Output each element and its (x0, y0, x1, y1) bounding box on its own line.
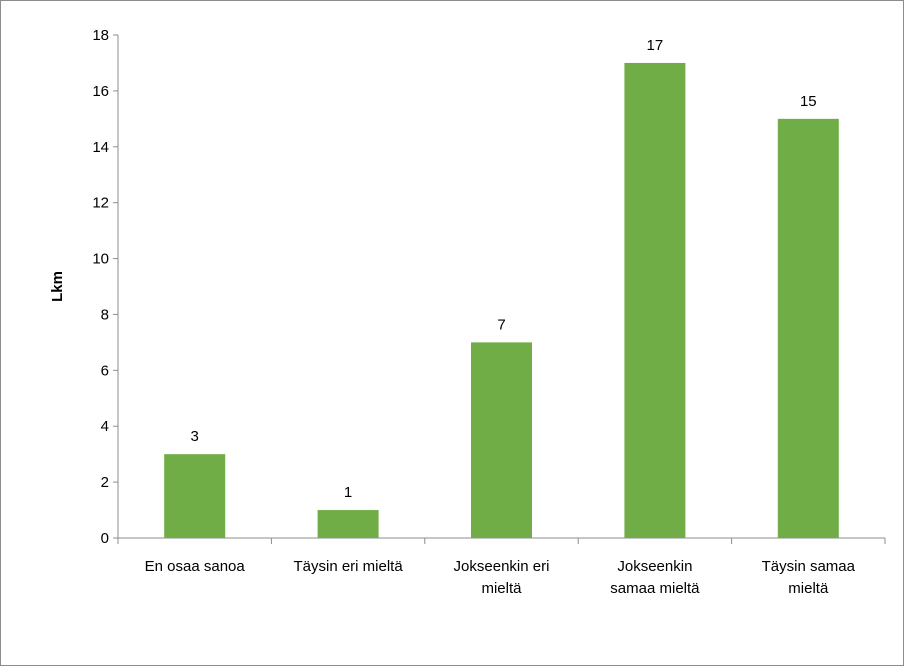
bars (164, 62, 839, 538)
category-label: mieltä (481, 580, 522, 597)
category-label: mieltä (788, 580, 829, 597)
y-tick-label: 0 (101, 530, 109, 547)
bar (164, 454, 226, 538)
y-tick-label: 16 (92, 83, 109, 100)
y-tick-label: 6 (101, 362, 109, 379)
y-tick-label: 2 (101, 474, 109, 491)
category-label: Jokseenkin (617, 558, 692, 575)
y-tick-label: 14 (92, 139, 109, 156)
data-label: 17 (647, 37, 664, 54)
data-label: 1 (344, 484, 352, 501)
data-label: 7 (497, 316, 505, 333)
data-label: 3 (191, 428, 199, 445)
y-tick-label: 4 (101, 418, 109, 435)
y-tick-label: 10 (92, 251, 109, 268)
category-label: Täysin eri mieltä (293, 558, 403, 575)
y-axis-title: Lkm (49, 271, 66, 302)
category-label: Täysin samaa (762, 558, 856, 575)
category-label: samaa mieltä (610, 580, 700, 597)
y-tick-label: 8 (101, 306, 109, 323)
bar (471, 342, 532, 538)
bar (777, 118, 839, 538)
y-tick-label: 18 (92, 27, 109, 44)
y-ticks: 0 2 4 6 8 10 12 14 16 18 (92, 27, 886, 547)
category-label: Jokseenkin eri (454, 558, 550, 575)
category-label: En osaa sanoa (145, 558, 246, 575)
y-tick-label: 12 (92, 195, 109, 212)
data-label: 15 (800, 93, 817, 110)
category-labels: En osaa sanoa Täysin eri mieltä Jokseenkin… (145, 558, 856, 597)
bar (624, 62, 686, 538)
bar (317, 510, 379, 538)
